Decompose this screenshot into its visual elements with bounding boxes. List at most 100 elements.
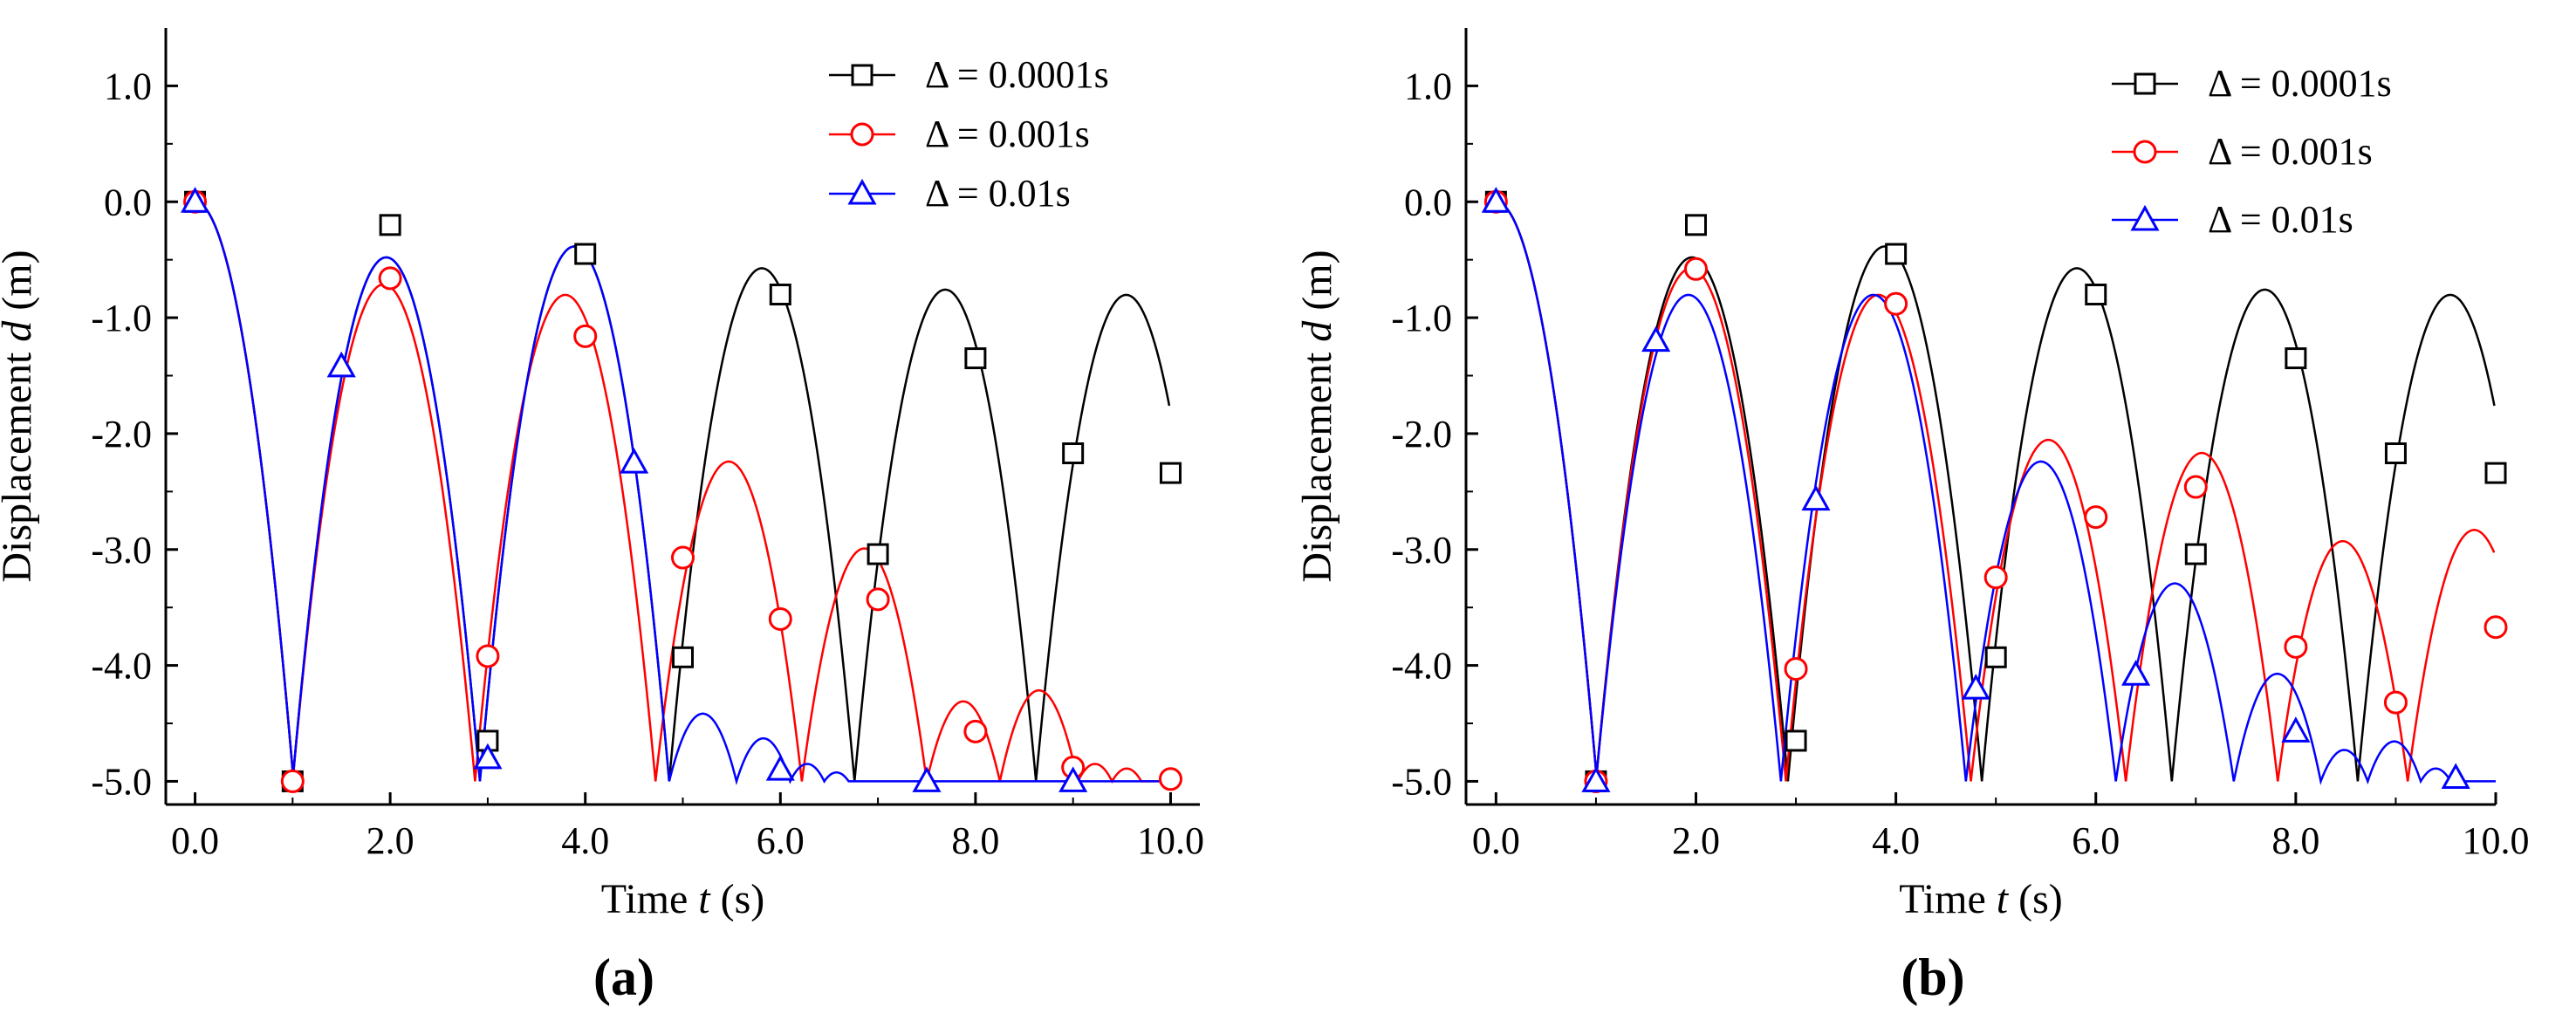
series-marker-1 — [672, 646, 694, 668]
y-axis-title-part: (m) — [0, 250, 40, 320]
x-tick-label: 2.0 — [1672, 819, 1720, 862]
series-marker-3 — [912, 766, 942, 792]
x-tick-label: 6.0 — [757, 819, 805, 862]
series-marker-2 — [1983, 565, 2008, 590]
legend-label-1: Δ = 0.0001s — [925, 53, 1109, 96]
x-axis-title: Time t (s) — [1899, 876, 2063, 922]
series-line-3 — [195, 201, 1171, 785]
series-marker-2 — [2084, 505, 2108, 530]
series-marker-2 — [1784, 657, 1808, 681]
x-tick-label: 4.0 — [1872, 819, 1920, 862]
legend-marker-2 — [2133, 140, 2157, 164]
series-marker-1 — [964, 347, 987, 370]
series-line-2 — [1496, 201, 2496, 782]
y-axis-title-part: d — [1294, 320, 1340, 342]
panel-b: 0.0 2.0 4.0 6.0 8.0 10.0 1.0 0.0 -1.0 -2.0 -3.0 -4.… — [1294, 28, 2530, 1006]
series-marker-3 — [1801, 484, 1831, 511]
x-tick-label: 0.0 — [171, 819, 219, 862]
x-tick-label: 4.0 — [561, 819, 609, 862]
x-tick-label: 8.0 — [2271, 819, 2319, 862]
series-marker-1 — [1684, 214, 1707, 236]
series-marker-2 — [280, 769, 305, 793]
series-marker-3 — [1641, 325, 1671, 353]
series-marker-1 — [2085, 284, 2107, 306]
series-marker-3 — [2281, 716, 2311, 743]
x-tick-label: 0.0 — [1472, 819, 1520, 862]
x-tick-label: 6.0 — [2072, 819, 2120, 862]
series-marker-3 — [326, 351, 356, 378]
legend-marker-1 — [851, 64, 874, 86]
y-tick-label: -2.0 — [1391, 413, 1452, 455]
series-marker-3 — [1481, 187, 1511, 213]
series-marker-3 — [473, 743, 503, 770]
legend-label-2: Δ = 0.001s — [2208, 130, 2373, 173]
series-marker-1 — [2184, 543, 2207, 565]
series-marker-1 — [2484, 462, 2507, 484]
series-line-2 — [195, 201, 1171, 785]
series-marker-1 — [1785, 729, 1807, 752]
legend-label-3: Δ = 0.01s — [925, 172, 1071, 215]
y-tick-label: -3.0 — [1391, 529, 1452, 572]
y-tick-label: 0.0 — [104, 181, 152, 223]
y-tick-label: -4.0 — [91, 645, 152, 688]
y-tick-label: -1.0 — [1391, 297, 1452, 339]
series-line-1 — [1496, 201, 2496, 782]
series-marker-2 — [1158, 767, 1182, 791]
legend-label-2: Δ = 0.001s — [925, 113, 1090, 155]
series-marker-2 — [573, 324, 598, 348]
series-marker-3 — [2441, 763, 2470, 789]
y-axis-title-part: Displacement — [1294, 342, 1340, 583]
y-axis-title: Displacement d (m) — [0, 250, 40, 582]
y-tick-label: -5.0 — [1391, 760, 1452, 803]
panel-label: (a) — [593, 948, 654, 1006]
y-tick-label: -3.0 — [91, 529, 152, 572]
series-marker-3 — [1058, 766, 1088, 792]
legend-marker-2 — [850, 122, 874, 147]
y-tick-label: -5.0 — [91, 760, 152, 803]
series-marker-2 — [378, 266, 402, 291]
series-marker-1 — [1062, 442, 1085, 465]
series-marker-2 — [2484, 615, 2508, 640]
legend-marker-3 — [847, 178, 877, 205]
series-marker-1 — [2285, 347, 2307, 370]
panel-a: 0.0 2.0 4.0 6.0 8.0 10.0 1.0 0.0 -1.0 -2.0 -3.0 -4.… — [0, 28, 1204, 1006]
x-tick-label: 2.0 — [367, 819, 414, 862]
series-marker-1 — [1984, 646, 2007, 668]
panel-label: (b) — [1901, 948, 1964, 1006]
series-marker-1 — [574, 243, 597, 265]
y-tick-label: 1.0 — [1404, 65, 1452, 107]
series-marker-2 — [671, 545, 695, 570]
series-marker-3 — [1961, 674, 1990, 700]
legend-marker-3 — [2130, 204, 2160, 231]
x-axis-title: Time t (s) — [601, 876, 765, 922]
series-marker-1 — [1159, 462, 1182, 484]
legend-label-3: Δ = 0.01s — [2208, 198, 2353, 241]
series-marker-3 — [1581, 766, 1611, 792]
x-axis-title-part: Time — [1899, 876, 1997, 922]
x-axis-title-part: t — [1997, 876, 2010, 922]
series-line-3 — [1496, 201, 2496, 785]
legend-label-1: Δ = 0.0001s — [2208, 62, 2392, 105]
y-tick-label: 0.0 — [1404, 181, 1452, 223]
x-axis-title-part: t — [698, 876, 711, 922]
x-tick-label: 8.0 — [951, 819, 999, 862]
y-tick-label: 1.0 — [104, 65, 152, 107]
legend-marker-1 — [2134, 72, 2156, 95]
x-tick-label: 10.0 — [1137, 819, 1204, 862]
series-line-1 — [195, 201, 1171, 782]
series-marker-2 — [768, 606, 792, 631]
y-axis-title: Displacement d (m) — [1294, 250, 1340, 582]
series-marker-2 — [1884, 291, 1908, 316]
x-axis-title-part: (s) — [2008, 876, 2063, 922]
x-axis-title-part: (s) — [710, 876, 765, 922]
x-axis-title-part: Time — [601, 876, 699, 922]
series-marker-1 — [1885, 243, 1908, 265]
series-marker-1 — [769, 284, 791, 306]
series-marker-2 — [476, 644, 500, 668]
y-tick-label: -4.0 — [1391, 645, 1452, 688]
y-tick-label: -1.0 — [91, 297, 152, 339]
x-tick-label: 10.0 — [2463, 819, 2530, 862]
series-marker-1 — [2384, 442, 2407, 465]
series-marker-1 — [379, 214, 401, 236]
